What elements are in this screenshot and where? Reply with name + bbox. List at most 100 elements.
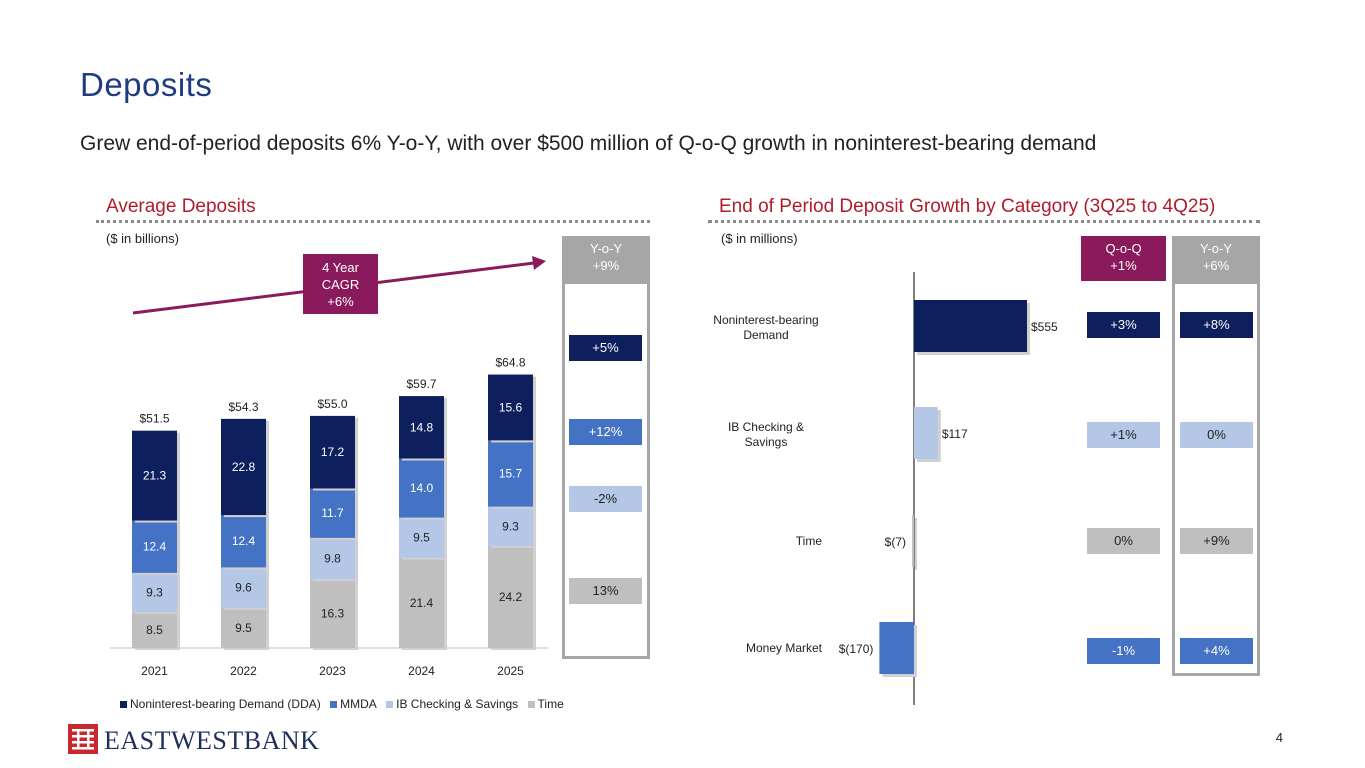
- qoq-header-line2: +1%: [1110, 258, 1137, 273]
- bar-segment-2022-3: [221, 418, 266, 516]
- bank-name-wordmark: EASTWESTBANK: [104, 726, 320, 755]
- bar-segment-2021-2: [132, 520, 177, 573]
- bar-label-2025-3: 15.6: [499, 400, 523, 414]
- x-tick-2022: 2022: [230, 664, 257, 678]
- bar-segment-2024-0: [399, 557, 444, 648]
- bar-segment-2021-1: [132, 572, 177, 613]
- bar-label-2024-0: 21.4: [410, 596, 434, 610]
- legend-swatch-mmda: [330, 701, 338, 709]
- bar-segment-2025-3: [488, 374, 533, 441]
- bar-segment-2025-2: [488, 440, 533, 507]
- legend-label-ib: IB Checking & Savings: [396, 697, 519, 711]
- bar-label-2023-0: 16.3: [321, 607, 345, 621]
- cagr-line2: CAGR: [321, 277, 360, 292]
- page-number: 4: [1275, 730, 1283, 745]
- hbar-value-label-1: $117: [942, 427, 968, 441]
- hbar-1: [914, 407, 938, 459]
- category-label-2-line1: Time: [796, 534, 823, 548]
- bar-segment-2023-3: [310, 415, 355, 489]
- bar-label-2022-0: 9.5: [235, 621, 252, 635]
- qoq-mm-box: -1%: [1087, 638, 1160, 664]
- page-title: Deposits: [80, 66, 213, 103]
- bar-total-2024: $59.7: [406, 377, 436, 391]
- x-tick-2021: 2021: [141, 664, 168, 678]
- bar-label-2023-3: 17.2: [321, 445, 345, 459]
- eastwest-logo-icon: [68, 724, 98, 754]
- bar-total-2023: $55.0: [317, 397, 347, 411]
- bar-label-2023-1: 9.8: [324, 552, 341, 566]
- category-label-0-line1: Noninterest-bearing: [713, 313, 818, 327]
- chart-legend: Noninterest-bearing Demand (DDA) MMDA IB…: [120, 697, 570, 711]
- yoy-ib-right-box: 0%: [1180, 422, 1253, 448]
- bar-label-2022-3: 22.8: [232, 460, 256, 474]
- qoq-header: Q-o-Q +1%: [1081, 236, 1166, 281]
- bar-label-2022-2: 12.4: [232, 534, 256, 548]
- bar-segment-2024-2: [399, 458, 444, 518]
- bar-label-2021-3: 21.3: [143, 469, 167, 483]
- avg-deposits-section-title: Average Deposits: [106, 196, 256, 217]
- legend-item-time: Time: [527, 697, 564, 711]
- bar-segment-2021-0: [132, 612, 177, 648]
- average-deposits-chart: 8.5 9.3 12.4 21.3 $51.5 2021 9.5 9.6 12.4 22.8 $54…: [110, 356, 548, 678]
- right-section-divider: [708, 220, 1260, 223]
- cagr-line3: +6%: [327, 294, 354, 309]
- left-section-divider: [96, 220, 650, 223]
- right-yoy-panel: [1172, 281, 1260, 676]
- hbar-0: [914, 300, 1027, 352]
- qoq-dda-box: +3%: [1087, 312, 1160, 338]
- bar-label-2021-1: 9.3: [146, 586, 163, 600]
- yoy-mmda-box: +12%: [569, 419, 642, 445]
- bar-segment-2022-1: [221, 567, 266, 608]
- legend-swatch-ib: [386, 701, 394, 709]
- bar-label-2021-0: 8.5: [146, 623, 163, 637]
- left-yoy-header: Y-o-Y +9%: [562, 236, 650, 281]
- left-yoy-header-line1: Y-o-Y: [589, 241, 623, 256]
- page-subtitle: Grew end-of-period deposits 6% Y-o-Y, wi…: [80, 132, 1097, 155]
- yoy-dda-right-box: +8%: [1180, 312, 1253, 338]
- qoq-time-box: 0%: [1087, 528, 1160, 554]
- bar-label-2021-2: 12.4: [143, 540, 167, 554]
- legend-label-mmda: MMDA: [340, 697, 377, 711]
- hbar-3: [879, 622, 914, 674]
- hbar-2: [912, 515, 914, 567]
- bar-segment-2023-1: [310, 537, 355, 580]
- yoy-dda-box: +5%: [569, 335, 642, 361]
- x-tick-2024: 2024: [408, 664, 435, 678]
- bar-segment-2024-1: [399, 517, 444, 558]
- bar-label-2025-0: 24.2: [499, 590, 523, 604]
- bar-total-2022: $54.3: [228, 400, 258, 414]
- bar-label-2024-3: 14.8: [410, 420, 434, 434]
- category-label-0-line2: Demand: [743, 328, 788, 342]
- legend-label-dda: Noninterest-bearing Demand (DDA): [130, 697, 321, 711]
- qoq-header-line1: Q-o-Q: [1105, 241, 1142, 256]
- left-yoy-panel: [562, 281, 650, 659]
- bar-total-2025: $64.8: [495, 356, 525, 370]
- bar-label-2025-2: 15.7: [499, 467, 523, 481]
- bar-total-2021: $51.5: [139, 412, 169, 426]
- right-units-label: ($ in millions): [721, 231, 798, 246]
- bar-segment-2022-0: [221, 607, 266, 648]
- hbar-value-label-3: $(170): [839, 642, 874, 656]
- qoq-ib-box: +1%: [1087, 422, 1160, 448]
- bar-label-2024-1: 9.5: [413, 531, 430, 545]
- x-tick-2023: 2023: [319, 664, 346, 678]
- yoy-ib-box: -2%: [569, 486, 642, 512]
- category-label-3-line1: Money Market: [746, 641, 823, 655]
- right-yoy-header: Y-o-Y +6%: [1172, 236, 1260, 281]
- bar-segment-2024-3: [399, 396, 444, 459]
- legend-swatch-time: [527, 701, 535, 709]
- yoy-time-box: 13%: [569, 578, 642, 604]
- right-yoy-header-line1: Y-o-Y: [1199, 241, 1233, 256]
- bar-segment-2022-2: [221, 515, 266, 568]
- growth-section-title: End of Period Deposit Growth by Category…: [719, 196, 1216, 217]
- bar-segment-2025-0: [488, 545, 533, 648]
- category-label-1-line2: Savings: [745, 435, 788, 449]
- yoy-mm-right-box: +4%: [1180, 638, 1253, 664]
- legend-swatch-dda: [120, 701, 127, 709]
- yoy-time-right-box: +9%: [1180, 528, 1253, 554]
- x-tick-2025: 2025: [497, 664, 524, 678]
- bar-label-2023-2: 11.7: [321, 506, 344, 520]
- bar-label-2022-1: 9.6: [235, 581, 252, 595]
- bar-segment-2025-1: [488, 506, 533, 546]
